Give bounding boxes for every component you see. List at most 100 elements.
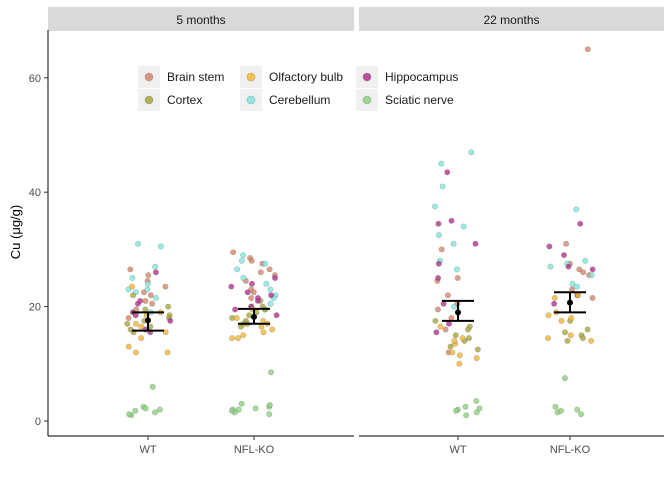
data-point (250, 289, 257, 296)
data-point (453, 407, 460, 414)
data-point (453, 266, 460, 273)
facet-strip (48, 7, 354, 31)
x-tick-label: WT (139, 444, 156, 456)
data-point (435, 274, 442, 281)
data-point (460, 223, 467, 230)
data-point (248, 294, 255, 301)
data-point (238, 257, 245, 264)
data-point (273, 312, 280, 319)
data-point (132, 407, 139, 414)
data-point (576, 266, 583, 273)
data-point (269, 326, 276, 333)
data-point (456, 352, 463, 359)
data-point (580, 269, 587, 276)
data-point (544, 335, 551, 342)
data-point (588, 272, 595, 279)
data-point (133, 349, 140, 356)
data-point (438, 246, 445, 253)
data-point (454, 274, 461, 281)
legend-swatch (246, 95, 256, 105)
data-point (473, 355, 480, 362)
data-point (127, 266, 134, 273)
legend-swatch (362, 72, 372, 82)
data-point (249, 280, 256, 287)
data-point (125, 343, 132, 350)
data-point (152, 294, 159, 301)
data-point (252, 405, 259, 412)
data-point (474, 346, 481, 353)
x-tick-label: WT (449, 444, 466, 456)
data-point (575, 292, 582, 299)
y-tick-label: 0 (35, 416, 41, 428)
data-point (144, 280, 151, 287)
data-point (579, 335, 586, 342)
data-point (448, 217, 455, 224)
facet-strip-label: 22 months (483, 13, 539, 27)
data-point (560, 252, 567, 259)
data-point (240, 332, 247, 339)
data-point (584, 46, 591, 53)
data-point (138, 323, 145, 330)
data-point (240, 274, 247, 281)
data-point (129, 283, 136, 290)
data-point (568, 314, 575, 321)
data-point (124, 320, 131, 327)
data-point (431, 203, 438, 210)
data-point (267, 369, 274, 376)
data-point (442, 326, 449, 333)
data-point (147, 292, 154, 299)
data-point (449, 349, 456, 356)
data-point (448, 314, 455, 321)
data-point (267, 300, 274, 307)
data-point (565, 263, 572, 270)
data-point (589, 266, 596, 273)
data-point (144, 286, 151, 293)
legend-label: Brain stem (167, 70, 224, 84)
data-point (567, 332, 574, 339)
legend-label: Olfactory bulb (269, 70, 343, 84)
data-point (157, 243, 164, 250)
data-point (266, 411, 273, 418)
data-point (162, 329, 169, 336)
data-point (557, 407, 564, 414)
data-point (137, 297, 144, 304)
data-point (434, 306, 441, 313)
data-point (152, 263, 159, 270)
data-point (263, 280, 270, 287)
mean-point (251, 313, 257, 320)
y-tick-label: 40 (29, 187, 41, 199)
data-point (142, 297, 149, 304)
data-point (437, 323, 444, 330)
data-point (260, 329, 267, 336)
legend-swatch (144, 95, 154, 105)
data-point (588, 337, 595, 344)
facet-strip (359, 7, 664, 31)
data-point (573, 283, 580, 290)
data-point (546, 243, 553, 250)
data-point (561, 329, 568, 336)
data-point (435, 220, 442, 227)
data-point (246, 312, 253, 319)
data-point (233, 314, 240, 321)
data-point (232, 306, 239, 313)
legend-swatch (246, 72, 256, 82)
data-point (257, 269, 264, 276)
data-point (450, 240, 457, 247)
x-tick-label: NFL-KO (550, 444, 591, 456)
data-point (229, 407, 236, 414)
legend-swatch (362, 95, 372, 105)
data-point (152, 409, 159, 416)
data-point (271, 274, 278, 281)
facet-panel: 22 months WT NFL-KO (359, 7, 664, 456)
data-point (435, 260, 442, 267)
mean-point (145, 317, 151, 324)
legend: Brain stem Cortex Olfactory bulb Cerebellum… (138, 66, 458, 111)
data-point (574, 406, 581, 413)
legend-label: Cerebellum (269, 93, 330, 107)
data-point (130, 292, 137, 299)
data-point (435, 232, 442, 239)
data-point (162, 283, 169, 290)
data-point (152, 269, 159, 276)
data-point (551, 300, 558, 307)
